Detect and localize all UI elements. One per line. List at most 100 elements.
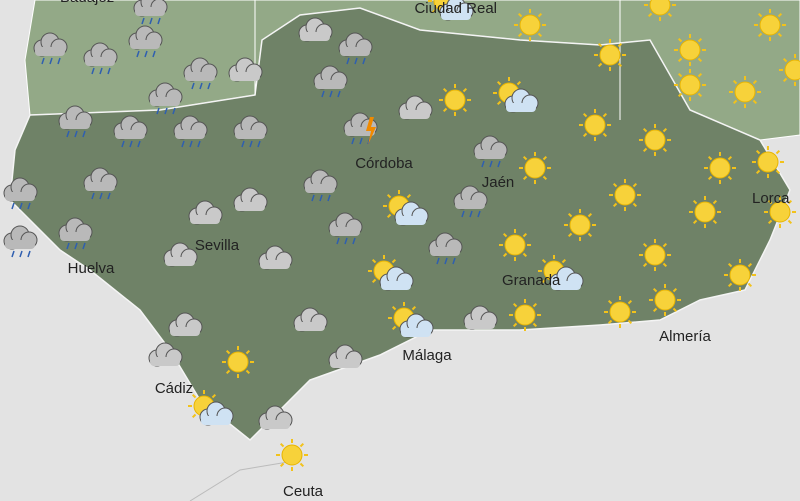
- sun-ray: [371, 278, 377, 284]
- city-label: Ciudad Real: [414, 0, 497, 17]
- sun-ray: [502, 232, 508, 238]
- city-label: Huelva: [68, 260, 115, 277]
- sun-ray: [279, 442, 285, 448]
- sun-ray: [607, 299, 613, 305]
- rain-drop: [257, 140, 261, 148]
- cloud-base: [455, 200, 485, 209]
- sun-disc: [644, 244, 666, 266]
- weather-icon: [724, 259, 756, 291]
- cloud-base: [430, 247, 460, 256]
- cloud-base: [175, 130, 205, 139]
- cloud-base: [551, 281, 581, 290]
- rain-drop: [91, 67, 95, 75]
- sun-ray: [607, 319, 613, 325]
- sun-ray: [677, 72, 683, 78]
- weather-icon: [58, 217, 93, 250]
- cloud-base: [150, 97, 180, 106]
- cloud-base: [115, 130, 145, 139]
- rain-drop: [74, 130, 78, 138]
- cloud-base: [5, 192, 35, 201]
- sun-ray: [712, 219, 718, 225]
- weather-icon: [83, 167, 118, 200]
- sun-ray: [517, 32, 523, 38]
- sun-disc: [654, 289, 676, 311]
- sun-disc: [584, 114, 606, 136]
- rain-drop: [311, 194, 315, 202]
- rain-drop: [19, 202, 23, 210]
- sun-disc: [599, 44, 621, 66]
- rain-drop: [57, 57, 61, 65]
- sun-ray: [782, 57, 788, 63]
- rain-drop: [11, 202, 15, 210]
- rain-drop: [91, 192, 95, 200]
- sun-ray: [567, 212, 573, 218]
- sun-ray: [727, 155, 733, 161]
- sun-ray: [777, 32, 783, 38]
- rain-drop: [327, 194, 331, 202]
- rain-drop: [82, 242, 86, 250]
- weather-icon: [428, 0, 474, 21]
- sun-disc: [729, 264, 751, 286]
- sun-disc: [514, 304, 536, 326]
- sun-ray: [517, 12, 523, 18]
- cloud-base: [130, 40, 160, 49]
- weather-icon: [313, 65, 348, 98]
- sun-ray: [602, 112, 608, 118]
- rain-drop: [207, 82, 211, 90]
- rain-drop: [137, 140, 141, 148]
- sun-ray: [582, 132, 588, 138]
- sun-ray: [442, 87, 448, 93]
- weather-icon: [499, 229, 531, 261]
- cloud-base: [506, 103, 536, 112]
- rain-drop: [66, 130, 70, 138]
- cloud-base: [401, 328, 431, 337]
- cloud-base: [185, 72, 215, 81]
- sun-ray: [662, 242, 668, 248]
- rain-drop: [469, 210, 473, 218]
- city-label: Jaén: [482, 174, 515, 191]
- weather-icon: [58, 105, 93, 138]
- weather-icon: [689, 196, 721, 228]
- cloud-base: [475, 150, 505, 159]
- rain-drop: [344, 237, 348, 245]
- sun-ray: [431, 8, 437, 14]
- rain-drop: [199, 82, 203, 90]
- weather-icon: [639, 239, 671, 271]
- rain-drop: [461, 210, 465, 218]
- sun-ray: [386, 213, 392, 219]
- sun-ray: [727, 262, 733, 268]
- rain-drop: [477, 210, 481, 218]
- rain-drop: [352, 237, 356, 245]
- rain-drop: [107, 67, 111, 75]
- sun-ray: [732, 99, 738, 105]
- weather-icon: [148, 342, 183, 367]
- sun-ray: [747, 282, 753, 288]
- sun-ray: [245, 369, 251, 375]
- sun-ray: [662, 127, 668, 133]
- sun-ray: [532, 302, 538, 308]
- weather-icon: [754, 9, 786, 41]
- weather-icon: [298, 17, 333, 42]
- sun-disc: [694, 201, 716, 223]
- rain-drop: [144, 50, 148, 58]
- sun-ray: [541, 278, 547, 284]
- sun-ray: [642, 242, 648, 248]
- cloud-base: [135, 7, 165, 16]
- rain-drop: [354, 57, 358, 65]
- rain-drop: [189, 140, 193, 148]
- sun-ray: [627, 299, 633, 305]
- sun-ray: [211, 393, 217, 399]
- lightning: [366, 117, 376, 145]
- sun-disc: [709, 157, 731, 179]
- cloud-base: [170, 327, 200, 336]
- sun-ray: [697, 72, 703, 78]
- cloud-base: [330, 359, 360, 368]
- rain-drop: [27, 250, 31, 258]
- sun-ray: [782, 77, 788, 83]
- weather-icon: [564, 209, 596, 241]
- cloud-base: [235, 202, 265, 211]
- sun-ray: [662, 262, 668, 268]
- weather-icon: [133, 0, 168, 25]
- sun-disc: [504, 234, 526, 256]
